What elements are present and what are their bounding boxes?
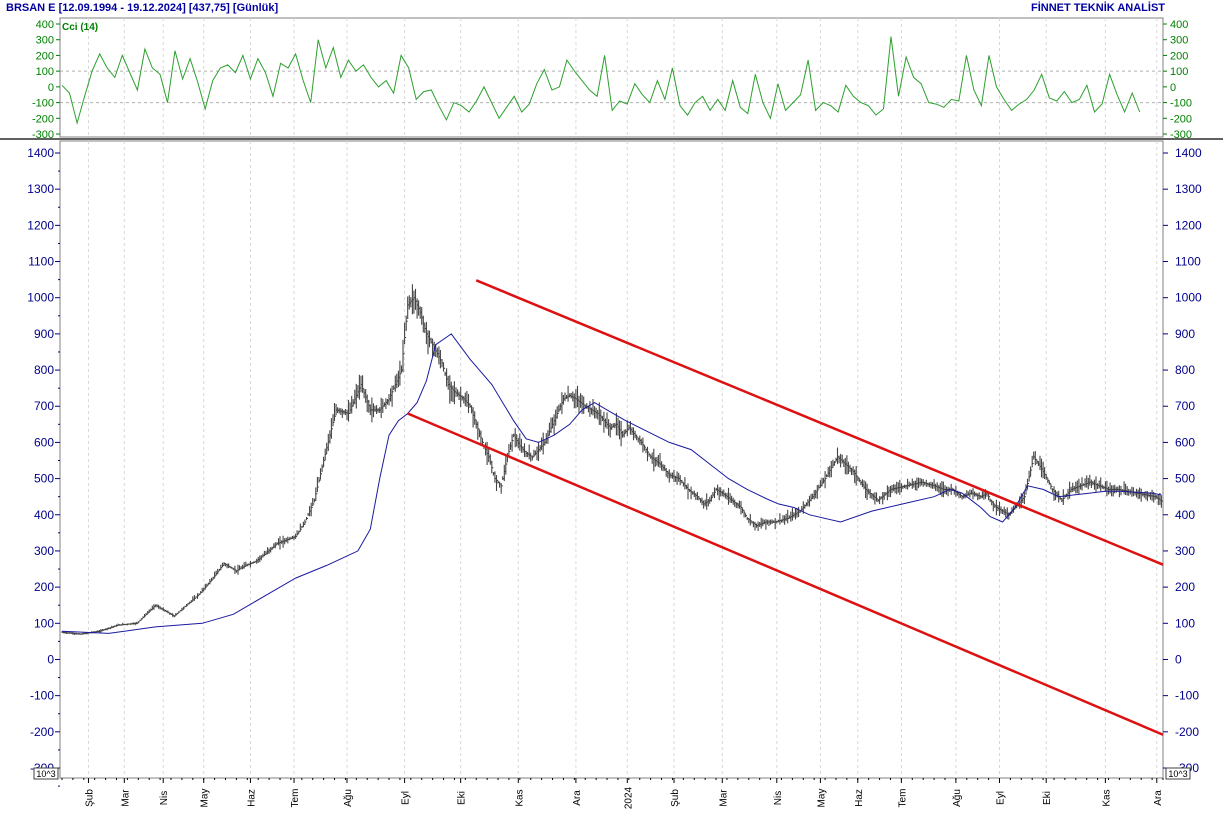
channel-upper-line xyxy=(475,279,1164,566)
chart-header: BRSAN E [12.09.1994 - 19.12.2024] [437,7… xyxy=(6,2,278,14)
price-tick-label-left: 700 xyxy=(34,399,54,413)
cci-tick-label-right: 0 xyxy=(1170,82,1176,94)
x-tick-label: Şub xyxy=(84,789,95,807)
cci-tick-label-right: 200 xyxy=(1170,50,1188,62)
x-tick-label: Nis xyxy=(159,791,170,805)
x-tick-label: Şub xyxy=(670,789,681,807)
price-tick-label-right: 1100 xyxy=(1175,255,1201,269)
price-tick-label-right: 1400 xyxy=(1175,146,1202,160)
x-tick-label: Ara xyxy=(1153,790,1164,806)
cci-tick-label-left: 0 xyxy=(48,82,54,94)
price-tick-label-right: 200 xyxy=(1175,580,1195,594)
price-tick-label-right: 500 xyxy=(1175,472,1195,486)
price-tick-label-left: 1400 xyxy=(27,146,54,160)
price-tick-label-right: 1000 xyxy=(1175,291,1202,305)
price-tick-label-right: 600 xyxy=(1175,435,1195,449)
provider-label: FİNNET TEKNİK ANALİST xyxy=(1030,2,1165,14)
x-scale-box-right xyxy=(1165,767,1191,780)
price-tick-label-left: -200 xyxy=(30,725,54,739)
panel-frames xyxy=(0,17,1223,779)
price-tick-label-left: 1000 xyxy=(27,291,54,305)
x-tick-label: Tem xyxy=(897,789,908,808)
moving-average-line xyxy=(61,333,1162,634)
cci-title: Cci (14) xyxy=(62,22,98,33)
cci-tick-label-left: -300 xyxy=(32,129,54,141)
cci-tick-label-right: -200 xyxy=(1170,113,1192,125)
x-tick-label: Eki xyxy=(1042,791,1053,805)
price-bars xyxy=(61,284,1163,635)
price-tick-label-left: 800 xyxy=(34,363,54,377)
cci-tick-label-right: 100 xyxy=(1170,66,1188,78)
price-tick-label-left: 1200 xyxy=(27,218,54,232)
price-tick-label-left: 1300 xyxy=(27,182,54,196)
x-tick-label: Haz xyxy=(246,789,257,807)
x-tick-label: Kas xyxy=(1101,789,1112,806)
x-tick-label: Nis xyxy=(773,791,784,805)
x-tick-label: Ağu xyxy=(952,789,963,807)
x-tick-label: May xyxy=(816,789,827,808)
price-tick-label-left: 200 xyxy=(34,580,54,594)
price-tick-label-right: 900 xyxy=(1175,327,1195,341)
price-tick-label-right: 100 xyxy=(1175,616,1195,630)
cci-tick-label-left: 200 xyxy=(36,50,54,62)
cci-tick-label-right: 400 xyxy=(1170,19,1188,31)
x-tick-label: Ağu xyxy=(343,789,354,807)
cci-tick-label-right: -300 xyxy=(1170,129,1192,141)
channel-lower-line xyxy=(407,412,1164,736)
symbol-label: BRSAN E xyxy=(6,2,56,14)
price-tick-label-left: 1100 xyxy=(28,255,54,269)
price-tick-label-right: -100 xyxy=(1175,689,1199,703)
price-tick-label-right: 400 xyxy=(1175,508,1195,522)
x-tick-label: Mar xyxy=(718,789,729,807)
price-tick-label-right: 0 xyxy=(1175,652,1182,666)
price-tick-label-right: 1200 xyxy=(1175,218,1202,232)
cci-tick-label-right: 300 xyxy=(1170,35,1188,47)
x-tick-label: Kas xyxy=(514,789,525,806)
price-tick-label-left: 400 xyxy=(34,508,54,522)
cci-tick-label-left: 300 xyxy=(36,35,54,47)
x-tick-label: Eyl xyxy=(995,791,1006,805)
price-tick-label-right: 700 xyxy=(1175,399,1195,413)
price-panel xyxy=(61,279,1164,736)
cci-tick-label-left: 400 xyxy=(36,19,54,31)
cci-line xyxy=(61,36,1141,125)
price-tick-label-right: 300 xyxy=(1175,544,1195,558)
price-tick-label-left: 600 xyxy=(34,435,54,449)
x-tick-label: Tem xyxy=(290,789,301,808)
cci-tick-label-right: -100 xyxy=(1170,98,1192,110)
price-frame xyxy=(59,140,1164,779)
cci-tick-label-left: -200 xyxy=(32,113,54,125)
cci-panel xyxy=(60,36,1163,125)
price-tick-label-right: 800 xyxy=(1175,363,1195,377)
date-range-label: [12.09.1994 - 19.12.2024] xyxy=(58,2,186,14)
cci-frame xyxy=(59,17,1164,138)
price-tick-label-left: 500 xyxy=(34,472,54,486)
last-price-label: [437,75] xyxy=(188,2,230,14)
x-scale-box-right-label: 10^3 xyxy=(1168,769,1187,779)
x-tick-label: Haz xyxy=(854,789,865,807)
price-tick-label-left: 0 xyxy=(47,652,54,666)
cci-tick-label-left: 100 xyxy=(36,66,54,78)
x-tick-label: 2024 xyxy=(623,786,634,809)
price-tick-label-left: 900 xyxy=(34,327,54,341)
period-label: [Günlük] xyxy=(232,2,279,14)
x-tick-label: May xyxy=(200,789,211,808)
x-scale-box-left xyxy=(33,767,59,780)
price-tick-label-left: 300 xyxy=(34,544,54,558)
price-tick-label-right: 1300 xyxy=(1175,182,1202,196)
x-tick-label: Eki xyxy=(457,791,468,805)
x-scale-box-left-label: 10^3 xyxy=(36,769,55,779)
x-tick-label: Eyl xyxy=(401,791,412,805)
x-tick-label: Mar xyxy=(120,789,131,807)
cci-tick-label-left: -100 xyxy=(32,98,54,110)
price-tick-label-left: 100 xyxy=(34,616,54,630)
x-tick-label: Ara xyxy=(572,790,583,806)
price-tick-label-left: -100 xyxy=(30,689,54,703)
price-tick-label-right: -200 xyxy=(1175,725,1199,739)
